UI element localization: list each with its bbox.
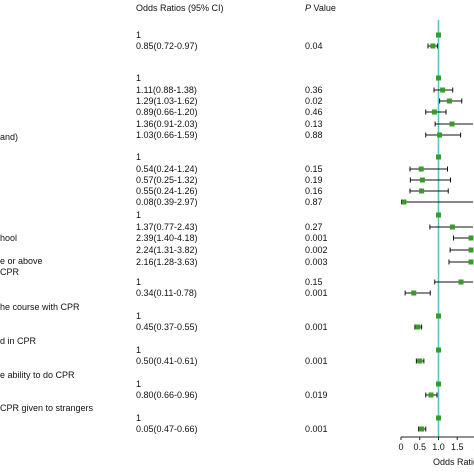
odds-ratio-marker [436,381,441,387]
p-value-text: 0.88 [305,130,323,140]
or-estimate-text: 0.50(0.41-0.61) [136,356,198,366]
odds-ratio-marker [437,132,443,138]
p-value-text: 0.16 [305,186,323,196]
or-estimate-text: 1 [136,413,142,423]
odds-ratio-marker [411,290,417,296]
odds-ratio-marker [436,154,441,160]
or-estimate-text: 2.16(1.28-3.63) [136,257,198,267]
p-value-text: 0.003 [305,257,328,267]
or-estimate-text: 0.89(0.66-1.20) [136,107,198,117]
p-value-text: 0.15 [305,277,323,287]
or-estimate-text: 1 [136,73,142,83]
odds-ratio-marker [436,415,441,421]
odds-ratio-marker [417,358,423,364]
row-label-course-with-cpr: he course with CPR [0,302,80,312]
or-estimate-text: 0.55(0.24-1.26) [136,186,198,196]
odds-ratio-marker [436,212,441,218]
odds-ratio-marker [468,247,474,253]
odds-ratio-marker [415,324,421,330]
row-label-and: and) [0,132,19,142]
odds-ratio-marker [431,109,437,115]
p-value-text: 0.002 [305,245,328,255]
or-estimate-text: 0.34(0.11-0.78) [136,288,197,298]
odds-ratio-marker [440,87,446,93]
odds-ratio-marker [418,166,424,172]
odds-ratio-marker [419,188,425,194]
x-axis-label: Odds Ratio [433,457,474,467]
p-value-text: 0.04 [305,41,323,51]
or-estimate-text: 2.24(1.31-3.82) [136,245,198,255]
p-value-text: 0.001 [305,356,328,366]
odds-ratio-marker [436,32,441,38]
odds-ratio-marker [449,121,455,127]
odds-ratio-marker [468,235,474,241]
or-estimate-text: 2.39(1.40-4.18) [136,233,198,243]
p-value-text: 0.001 [305,424,328,434]
odds-ratio-marker [419,177,425,183]
odds-ratio-marker [449,224,455,230]
row-label-e-or-above: e or above [0,256,43,266]
p-value-text: 0.15 [305,164,323,174]
or-estimate-text: 1 [136,210,142,220]
odds-ratio-marker [428,392,434,398]
odds-ratio-marker [436,313,441,319]
or-estimate-text: 0.45(0.37-0.55) [136,322,198,332]
odds-ratio-marker [436,75,441,81]
p-value-text: 0.001 [305,233,328,243]
p-value-column-header: P Value [305,3,336,13]
p-value-italic-p: P [305,3,312,13]
p-value-text: 0.001 [305,322,328,332]
or-estimate-text: 1 [136,152,142,162]
or-estimate-text: 1.29(1.03-1.62) [136,96,198,106]
odds-ratio-marker [458,279,464,285]
p-value-header-rest: Value [311,3,336,13]
or-estimate-text: 0.05(0.47-0.66) [136,424,198,434]
x-tick-label: 0 [398,442,403,452]
p-value-text: 0.001 [305,288,328,298]
p-value-text: 0.27 [305,222,323,232]
or-estimate-text: 1.11(0.88-1.38) [136,85,197,95]
row-label-ability-to-do-cpr: e ability to do CPR [0,370,75,380]
or-estimate-text: 1 [136,277,142,287]
p-value-text: 0.019 [305,390,328,400]
row-label-cpr-given-to-strangers: CPR given to strangers [0,403,94,413]
or-estimate-text: 0.54(0.24-1.24) [136,164,198,174]
odds-ratio-marker [436,347,441,353]
x-tick-label: 1.0 [432,442,445,452]
or-estimate-text: 1 [136,379,142,389]
or-estimate-text: 0.08(0.39-2.97) [136,197,198,207]
or-estimate-text: 0.57(0.25-1.32) [136,175,198,185]
or-estimate-text: 0.85(0.72-0.97) [136,41,198,51]
p-value-text: 0.02 [305,96,323,106]
or-column-header: Odds Ratios (95% CI) [136,3,224,13]
or-estimate-text: 1 [136,345,142,355]
p-value-text: 0.87 [305,197,323,207]
or-estimate-text: 1.03(0.66-1.59) [136,130,198,140]
p-value-text: 0.46 [305,107,323,117]
p-value-text: 0.19 [305,175,323,185]
odds-ratio-marker [401,199,407,205]
p-value-text: 0.36 [305,85,323,95]
odds-ratio-marker [446,98,452,104]
or-estimate-text: 0.80(0.66-0.96) [136,390,198,400]
odds-ratio-marker [430,43,436,49]
or-estimate-text: 1 [136,30,142,40]
x-tick-label: 1.5 [451,442,464,452]
or-estimate-text: 1 [136,311,142,321]
row-label-cpr: CPR [0,267,20,277]
row-label-hool: hool [0,233,18,243]
odds-ratio-marker [468,259,474,265]
row-label-trained-in-cpr: d in CPR [0,336,37,346]
or-estimate-text: 1.36(0.91-2.03) [136,119,198,129]
p-value-text: 0.13 [305,119,323,129]
x-tick-label: 0.5 [413,442,426,452]
odds-ratio-marker [419,426,425,432]
or-estimate-text: 1.37(0.77-2.43) [136,222,198,232]
